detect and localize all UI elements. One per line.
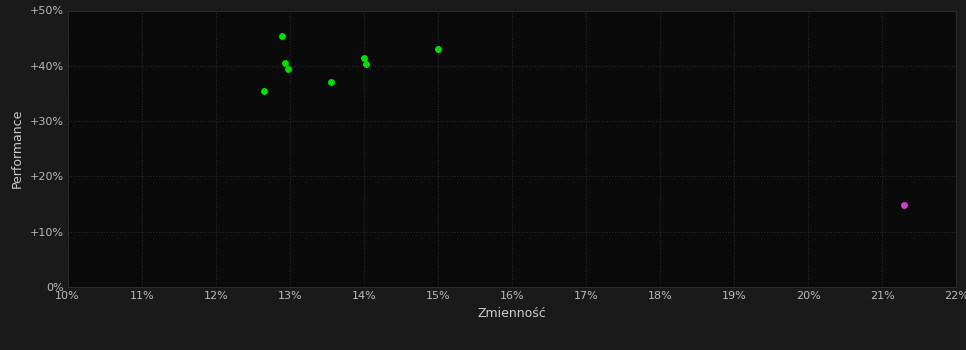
X-axis label: Zmienność: Zmienność [477,307,547,320]
Y-axis label: Performance: Performance [11,109,24,188]
